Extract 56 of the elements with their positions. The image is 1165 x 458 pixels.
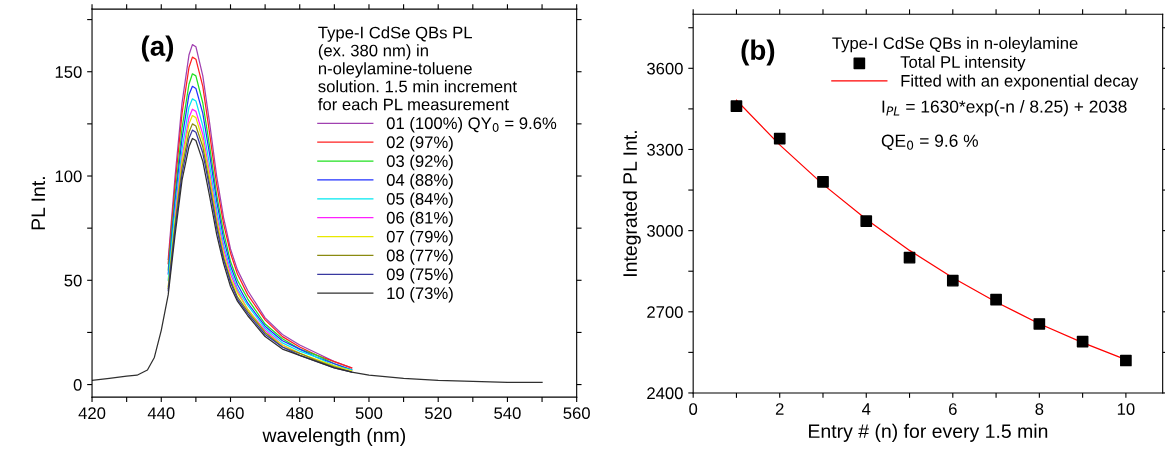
point [860,215,873,228]
point [817,176,829,188]
legend-label: Fitted with an exponential decay [901,74,1139,91]
x-tick-label: 2 [775,403,784,415]
annotation: QE$_{0}$ = 9.6 % [881,134,978,151]
annotation: (b) [741,39,775,66]
y-tick-label: 100 [55,170,82,183]
legend-label: Total PL intensity [900,55,1026,72]
y-axis-title: Integrated PL Int. [622,131,641,276]
x-tick-label: 500 [355,407,383,420]
x-axis-title: Entry # (n) for every 1.5 min [809,423,1048,442]
legend-label: 01 (100%) QY$_{0}$ = 9.6% [386,116,557,133]
point [946,274,959,287]
x-tick-label: 420 [78,407,106,420]
point [773,132,786,145]
y-tick-label: 3000 [647,225,683,237]
legend-title: Type-I CdSe QBs PL (ex. 380 nm) in n-oleylamine-toluene solution. 1.5 min increment for each PL measurement [318,26,517,111]
x-tick-label: 520 [424,407,452,420]
y-tick-label: 3300 [647,143,683,156]
y-tick-label: 0 [73,378,82,391]
y-axis-title: PL Int. [31,177,46,230]
x-tick-label: 8 [1035,403,1044,415]
legend-label: 06 (81%) [386,211,453,227]
legend-label: 10 (73%) [387,286,453,303]
legend-label: 08 (77%) [386,249,453,265]
x-tick-label: 540 [494,407,521,420]
legend-label: 03 (92%) [386,154,453,171]
x-tick-label: 480 [286,407,313,420]
point [903,251,916,264]
legend-label: 04 (88%) [386,173,453,190]
x-tick-label: 560 [563,407,590,420]
x-tick-label: 6 [949,403,957,415]
x-tick-label: 440 [147,407,175,420]
legend-label: 05 (84%) [386,192,453,209]
x-tick-label: 10 [1117,403,1135,415]
legend-label: 07 (79%) [386,230,453,246]
y-tick-label: 50 [64,274,82,287]
y-tick-label: 2700 [647,306,683,318]
y-tick-label: 3600 [647,62,683,75]
annotation: I$_{PL}$ = 1630*exp(-n / 8.25) + 2038 [882,100,1127,117]
x-tick-label: 460 [216,407,244,420]
legend-label: 02 (97%) [386,135,453,152]
x-tick-label: 0 [689,403,698,415]
point [1033,318,1046,330]
legend-title: Type-I CdSe QBs in n-oleylamine [832,36,1078,53]
point [990,293,1002,306]
point [1076,335,1089,348]
annotation: (a) [141,35,174,62]
point [730,100,743,113]
y-tick-label: 2400 [647,387,683,400]
x-axis-title: wavelength (nm) [262,427,406,447]
y-tick-label: 150 [55,66,82,78]
x-tick-label: 4 [862,403,871,415]
legend-label: 09 (75%) [386,268,453,284]
line-series [92,137,543,384]
point [1120,354,1132,367]
